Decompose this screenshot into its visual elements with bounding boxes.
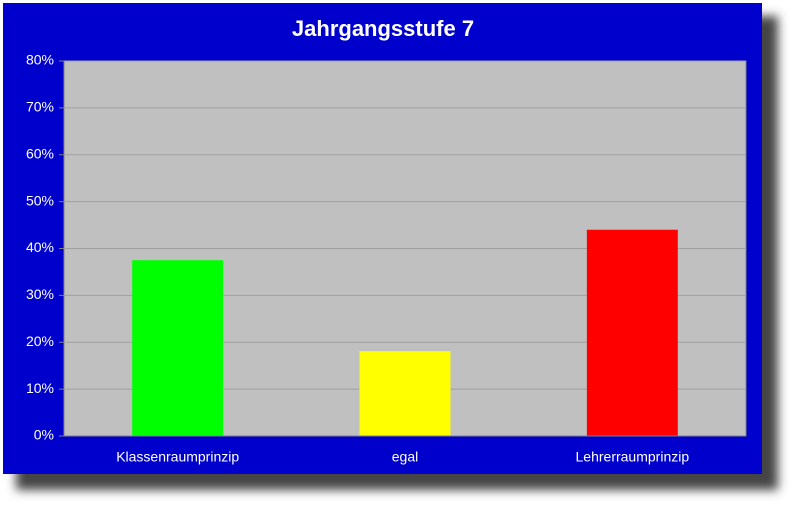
y-tick-label: 40% <box>26 239 54 255</box>
bar <box>132 260 224 436</box>
y-tick-label: 20% <box>26 333 54 349</box>
y-tick-label: 80% <box>26 52 54 68</box>
x-tick-label: egal <box>392 449 418 465</box>
y-tick-label: 60% <box>26 145 54 161</box>
chart-title: Jahrgangsstufe 7 <box>292 16 474 41</box>
x-tick-label: Klassenraumprinzip <box>116 449 239 465</box>
y-tick-label: 10% <box>26 380 54 396</box>
y-tick-label: 70% <box>26 99 54 115</box>
bar <box>359 351 451 436</box>
y-tick-label: 50% <box>26 192 54 208</box>
bar <box>586 229 678 436</box>
x-tick-label: Lehrerraumprinzip <box>576 449 690 465</box>
y-tick-label: 0% <box>34 427 54 443</box>
y-tick-label: 30% <box>26 286 54 302</box>
